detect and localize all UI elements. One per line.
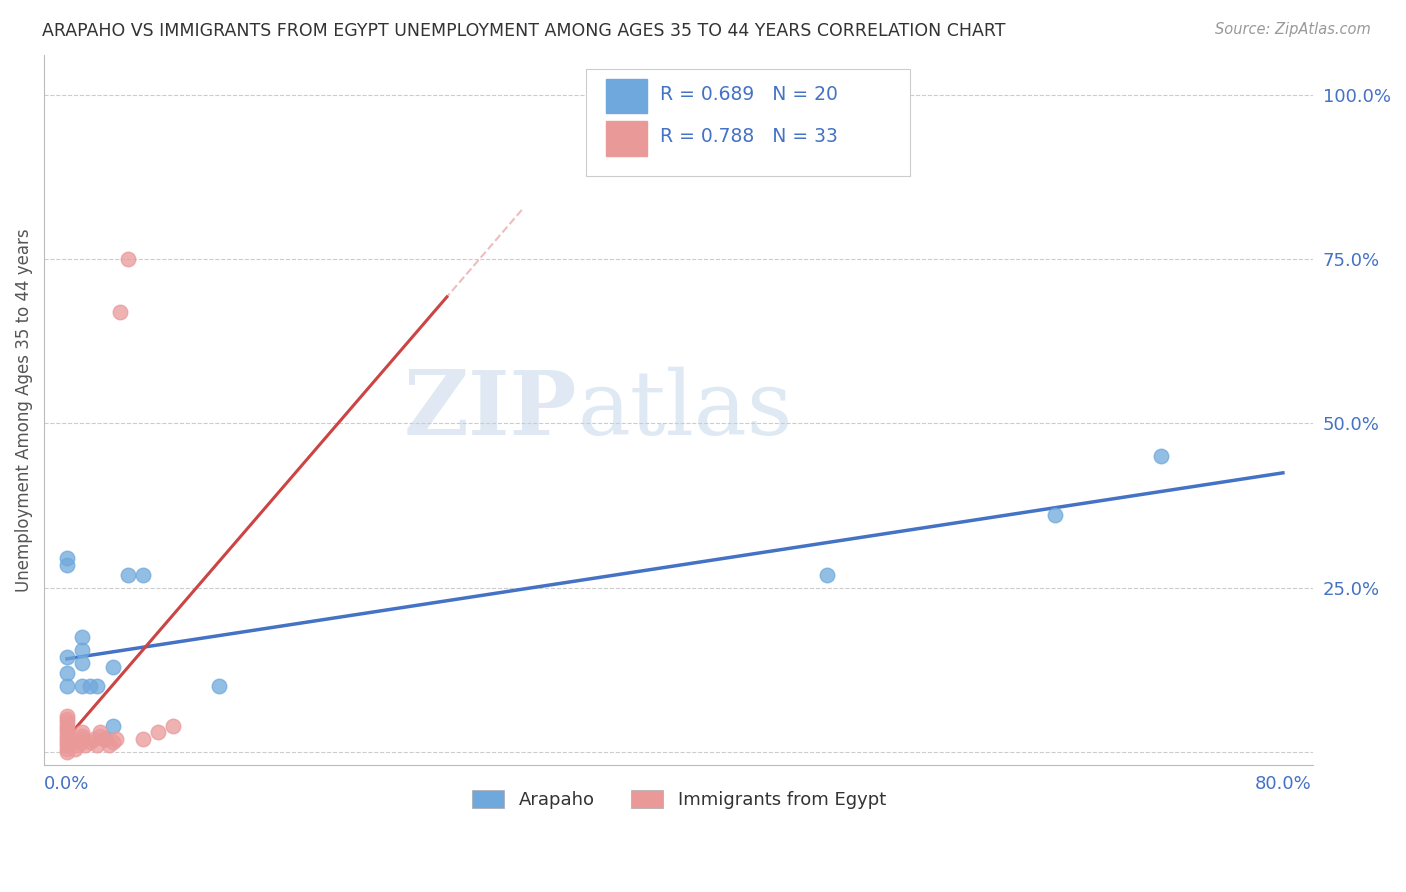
Text: ZIP: ZIP xyxy=(404,367,576,454)
Point xyxy=(56,725,79,739)
Point xyxy=(56,551,79,566)
Point xyxy=(101,719,124,733)
Point xyxy=(86,739,108,753)
Point xyxy=(56,679,79,693)
Point xyxy=(98,739,121,753)
Point xyxy=(101,659,124,673)
Legend: Arapaho, Immigrants from Egypt: Arapaho, Immigrants from Egypt xyxy=(464,783,893,816)
Point xyxy=(69,735,91,749)
Point xyxy=(101,735,124,749)
Point xyxy=(56,666,79,681)
Point xyxy=(162,719,184,733)
Point xyxy=(146,725,169,739)
Point xyxy=(70,729,93,743)
Point xyxy=(56,731,79,746)
Point xyxy=(56,722,79,736)
Point xyxy=(56,729,79,743)
Point xyxy=(56,741,79,756)
Point xyxy=(83,731,105,746)
Point xyxy=(132,731,155,746)
Text: atlas: atlas xyxy=(576,367,793,454)
Point xyxy=(132,567,155,582)
Point xyxy=(56,719,79,733)
Point xyxy=(79,735,101,749)
Point xyxy=(56,739,79,753)
Text: Source: ZipAtlas.com: Source: ZipAtlas.com xyxy=(1215,22,1371,37)
Point xyxy=(56,649,79,664)
Point xyxy=(56,735,79,749)
Point xyxy=(70,679,93,693)
Point xyxy=(815,567,838,582)
Point xyxy=(63,741,86,756)
Point xyxy=(117,567,139,582)
Point xyxy=(70,630,93,644)
Point xyxy=(56,558,79,572)
Point xyxy=(56,712,79,726)
Text: R = 0.788   N = 33: R = 0.788 N = 33 xyxy=(659,128,838,146)
Text: R = 0.689   N = 20: R = 0.689 N = 20 xyxy=(659,85,838,103)
Point xyxy=(56,715,79,730)
Point xyxy=(86,679,108,693)
Point xyxy=(104,731,127,746)
Point xyxy=(70,725,93,739)
Text: ARAPAHO VS IMMIGRANTS FROM EGYPT UNEMPLOYMENT AMONG AGES 35 TO 44 YEARS CORRELAT: ARAPAHO VS IMMIGRANTS FROM EGYPT UNEMPLO… xyxy=(42,22,1005,40)
FancyBboxPatch shape xyxy=(606,121,647,156)
Point xyxy=(94,731,117,746)
Point xyxy=(1043,508,1066,523)
Point xyxy=(117,252,139,266)
FancyBboxPatch shape xyxy=(606,78,647,113)
Point xyxy=(208,679,231,693)
Point xyxy=(79,679,101,693)
Point xyxy=(89,729,111,743)
Point xyxy=(89,725,111,739)
Point xyxy=(70,657,93,671)
Point xyxy=(70,643,93,657)
Point xyxy=(56,709,79,723)
Point xyxy=(75,739,97,753)
Point xyxy=(1150,449,1173,463)
Point xyxy=(70,731,93,746)
Y-axis label: Unemployment Among Ages 35 to 44 years: Unemployment Among Ages 35 to 44 years xyxy=(15,228,32,592)
Point xyxy=(56,745,79,759)
FancyBboxPatch shape xyxy=(586,70,910,176)
Point xyxy=(94,731,117,746)
Point xyxy=(66,739,89,753)
Point xyxy=(108,304,131,318)
